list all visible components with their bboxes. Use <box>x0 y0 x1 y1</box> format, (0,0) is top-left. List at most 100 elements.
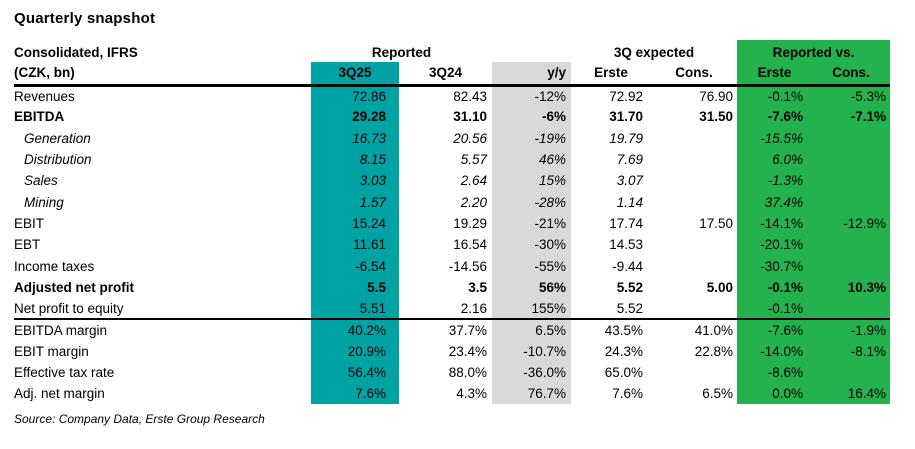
cell-vs-erste: -0.1% <box>737 276 813 298</box>
header-consolidated-ifrs: Consolidated, IFRS <box>14 45 138 60</box>
cell-cons: 31.50 <box>699 109 734 125</box>
cell-3q25: 15.24 <box>311 212 399 235</box>
cell-yy: 155% <box>492 297 572 320</box>
header-col-erste: Erste <box>571 62 652 87</box>
cell-3q24: 5.57 <box>460 152 488 168</box>
cell-vs-erste: 6.0% <box>737 148 813 171</box>
cell-3q24: 19.29 <box>453 215 488 231</box>
row-label: Effective tax rate <box>14 365 115 380</box>
table-row: Net profit to equity 5.51 2.16 155% 5.52… <box>14 297 891 320</box>
cell-cons <box>651 170 737 191</box>
cell-cons: 5.00 <box>706 279 734 295</box>
cell-3q25: 8.15 <box>311 148 399 171</box>
header-col-vs-cons: Cons. <box>812 62 891 87</box>
cell-3q25: 20.9% <box>311 340 399 362</box>
cell-yy: 6.5% <box>492 318 572 341</box>
cell-3q25: 7.6% <box>311 383 399 405</box>
cell-3q24: 88.0% <box>448 365 488 380</box>
cell-vs-erste: -20.1% <box>737 234 813 256</box>
cell-3q24: 3.5 <box>468 279 488 295</box>
cell-erste: 3.07 <box>616 173 644 189</box>
row-label: Income taxes <box>14 258 95 274</box>
cell-3q25: 29.28 <box>311 106 399 128</box>
table-row: Income taxes -6.54 -14.56 -55% -9.44 -30… <box>14 255 891 277</box>
table-row: EBIT 15.24 19.29 -21% 17.74 17.50 -14.1%… <box>14 212 891 235</box>
row-label: EBITDA margin <box>14 318 311 341</box>
cell-cons <box>651 234 737 255</box>
header-col-yy: y/y <box>492 62 572 87</box>
cell-vs-cons <box>812 234 891 256</box>
cell-erste: 14.53 <box>609 237 644 253</box>
cell-vs-erste: 0.0% <box>737 383 813 405</box>
cell-3q25: 40.2% <box>311 318 399 341</box>
header-row-groups: Consolidated, IFRS Reported 3Q expected … <box>14 40 891 62</box>
cell-cons: 76.90 <box>699 88 734 104</box>
table-row: Mining 1.57 2.20 -28% 1.14 37.4% <box>14 191 891 213</box>
cell-cons <box>651 128 737 149</box>
cell-cons: 22.8% <box>694 343 734 359</box>
header-group-reported-vs: Reported vs. <box>737 40 891 62</box>
cell-3q24: 2.16 <box>460 300 488 316</box>
cell-vs-erste: -8.6% <box>737 361 813 384</box>
cell-erste: 7.6% <box>612 386 644 402</box>
cell-3q24: 37.7% <box>399 318 493 341</box>
cell-cons <box>651 149 737 170</box>
cell-yy: 46% <box>492 148 572 171</box>
header-row-columns: (CZK, bn) 3Q25 3Q24 y/y Erste Cons. Erst… <box>14 62 891 87</box>
table-row: Adj. net margin 7.6% 4.3% 76.7% 7.6% 6.5… <box>14 383 891 405</box>
cell-vs-cons <box>812 361 891 384</box>
cell-3q25: 72.86 <box>311 85 399 107</box>
cell-yy: -21% <box>492 212 572 235</box>
cell-vs-erste: -0.1% <box>737 85 813 107</box>
header-col-cons: Cons. <box>651 62 738 87</box>
cell-erste: 7.69 <box>616 152 644 168</box>
header-group-reported: Reported <box>371 45 432 60</box>
row-label: Revenues <box>14 88 75 104</box>
cell-yy: -10.7% <box>492 340 572 362</box>
cell-erste: 43.5% <box>571 318 652 341</box>
cell-vs-cons: 16.4% <box>812 383 891 405</box>
table-row: Revenues 72.86 82.43 -12% 72.92 76.90 -0… <box>14 85 891 107</box>
cell-vs-erste: -1.3% <box>737 170 813 192</box>
cell-vs-erste: -7.6% <box>737 106 813 128</box>
table-row: EBIT margin 20.9% 23.4% -10.7% 24.3% 22.… <box>14 340 891 362</box>
cell-vs-cons: -5.3% <box>812 85 891 107</box>
cell-vs-erste: -7.6% <box>737 318 813 341</box>
cell-vs-cons <box>812 127 891 149</box>
cell-vs-cons <box>812 255 891 277</box>
cell-cons <box>651 255 737 276</box>
cell-vs-cons <box>812 148 891 171</box>
page-title: Quarterly snapshot <box>14 10 156 27</box>
cell-3q25: -6.54 <box>311 255 399 277</box>
cell-erste: 65.0% <box>604 365 644 380</box>
cell-vs-erste: 37.4% <box>737 191 813 213</box>
cell-cons: 6.5% <box>702 386 734 402</box>
cell-3q24: 31.10 <box>453 109 488 125</box>
cell-vs-cons <box>812 191 891 213</box>
cell-erste: 1.14 <box>616 194 644 210</box>
row-label: Distribution <box>24 152 92 168</box>
cell-3q24: 20.56 <box>453 130 488 146</box>
table-row: Adjusted net profit 5.5 3.5 56% 5.52 5.0… <box>14 276 891 298</box>
cell-3q24: 16.54 <box>453 237 488 253</box>
cell-cons <box>651 191 737 212</box>
header-col-vs-erste: Erste <box>737 62 813 87</box>
header-spacer <box>492 40 571 62</box>
table-row: EBT 11.61 16.54 -30% 14.53 -20.1% <box>14 234 891 256</box>
cell-3q24: 82.43 <box>453 88 488 104</box>
cell-vs-erste: -30.7% <box>737 255 813 277</box>
cell-vs-cons: -1.9% <box>812 318 891 341</box>
cell-erste: 19.79 <box>609 130 644 146</box>
cell-3q25: 11.61 <box>311 234 399 256</box>
row-label: EBIT <box>14 215 45 231</box>
cell-cons: 41.0% <box>651 318 738 341</box>
cell-cons: 17.50 <box>699 215 734 231</box>
cell-3q25: 5.5 <box>311 276 399 298</box>
cell-yy: 76.7% <box>492 383 572 405</box>
cell-3q25: 56.4% <box>311 361 399 384</box>
cell-cons <box>651 298 737 319</box>
cell-3q24: 4.3% <box>456 386 488 402</box>
cell-vs-cons: -8.1% <box>812 340 891 362</box>
table-body: Revenues 72.86 82.43 -12% 72.92 76.90 -0… <box>14 85 891 405</box>
